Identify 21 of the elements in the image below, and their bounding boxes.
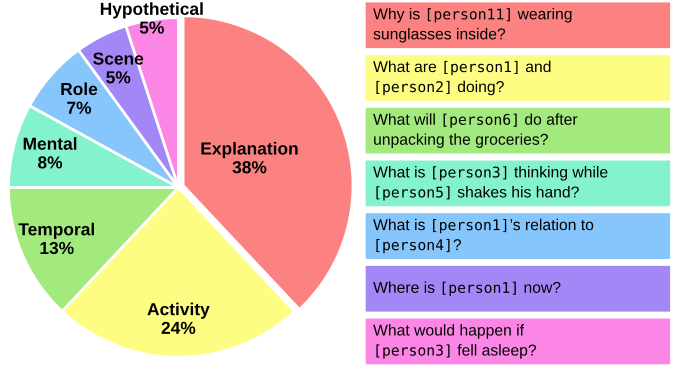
text: What is [person1]’s relation to [person4]?: [373, 218, 594, 254]
data-label: 5%: [106, 71, 130, 84]
data-label: 8%: [38, 156, 62, 169]
text: What is [person3] thinking while [person5] shakes his hand?: [373, 166, 608, 201]
text: What will [person6] do after unpacking the groceries?: [373, 113, 578, 148]
data-label: 5%: [140, 21, 164, 34]
slice-label: Hypothetical: [100, 2, 203, 18]
text: What would happen if [person3] fell asleep?: [373, 324, 536, 359]
slice-label: Explanation: [201, 142, 298, 158]
slice-label: Mental: [24, 137, 76, 150]
slice-label: Activity: [147, 302, 210, 319]
text: Why is [person11] wearing sunglasses inside?: [373, 8, 572, 43]
data-label: 7%: [67, 102, 92, 114]
text: What are [person1] and [person2] doing?: [373, 60, 550, 96]
data-label: 13%: [40, 242, 74, 254]
slice-label: Scene: [93, 52, 144, 65]
data-label: 38%: [232, 161, 266, 174]
text: Where is [person1] now?: [373, 281, 560, 296]
slice-label: Temporal: [18, 222, 94, 239]
data-label: 24%: [162, 322, 196, 334]
slice-label: Role: [61, 82, 98, 96]
